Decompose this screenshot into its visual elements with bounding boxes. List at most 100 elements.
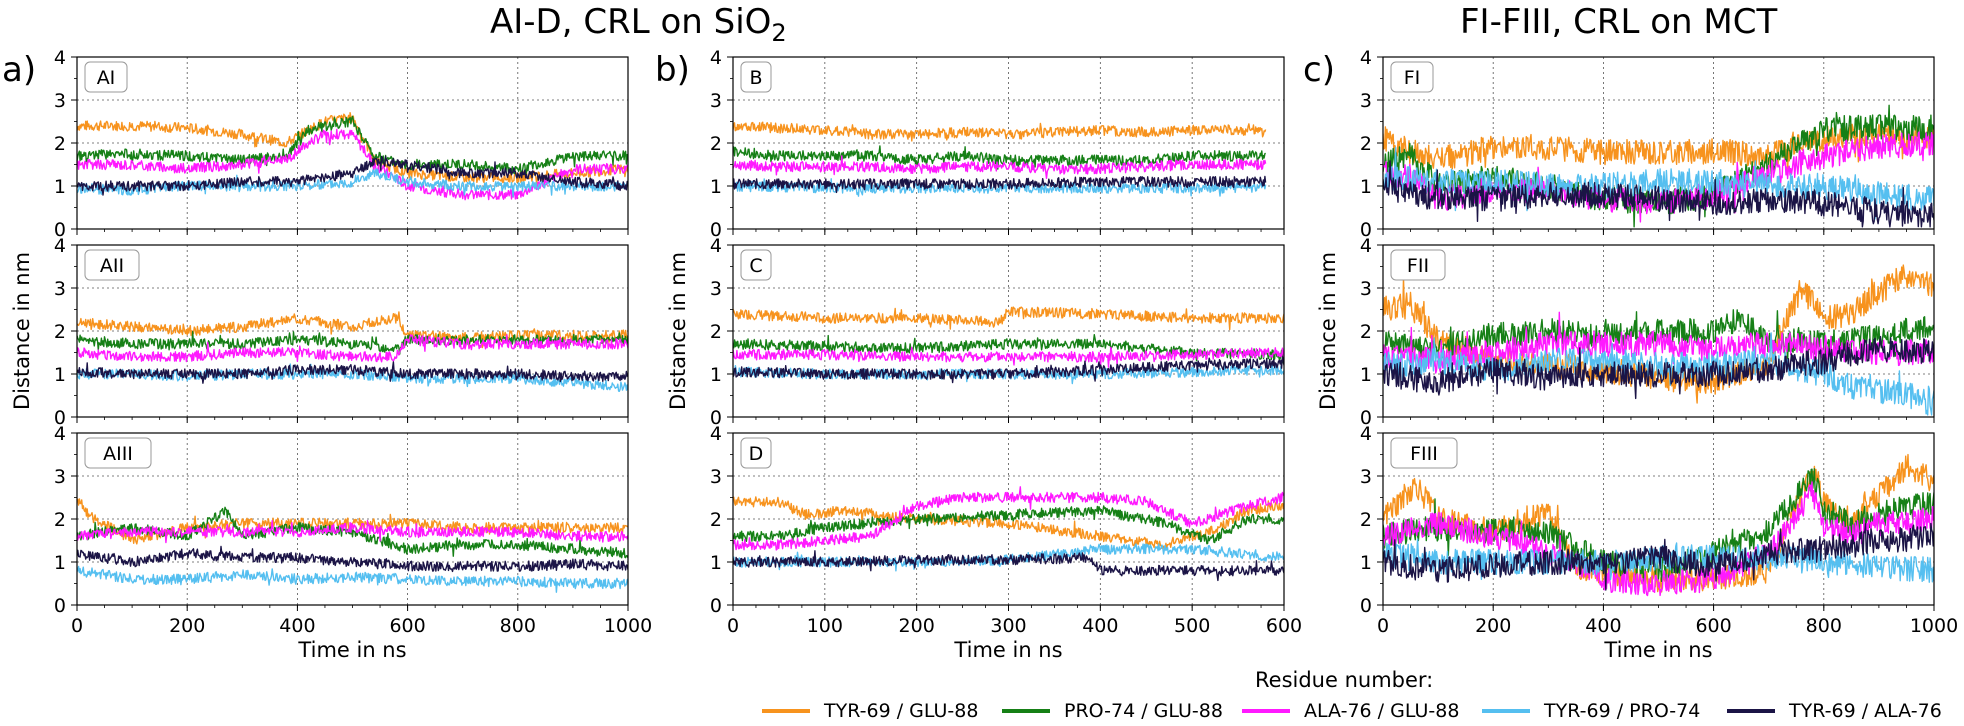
x-tick-label: 1000 — [1910, 615, 1958, 637]
x-tick-label: 0 — [727, 615, 739, 637]
x-tick-label: 800 — [1806, 615, 1842, 637]
y-axis-label: Distance in nm — [10, 252, 34, 410]
legend-label: PRO-74 / GLU-88 — [1064, 700, 1223, 722]
y-tick-label: 0 — [710, 407, 722, 429]
series-group — [733, 486, 1284, 582]
x-tick-label: 100 — [807, 615, 843, 637]
panel-letter-a: a) — [2, 50, 37, 90]
panel-tag-box — [1390, 437, 1458, 469]
y-tick-label: 0 — [1360, 219, 1372, 241]
title-left-main: AI-D, CRL on SiO — [490, 2, 772, 42]
panel-tag-label: FIII — [1410, 443, 1438, 465]
title-left-subscript: 2 — [771, 18, 787, 47]
panel-tag-box — [740, 437, 772, 469]
y-tick-label: 4 — [710, 47, 722, 69]
y-tick-label: 0 — [54, 407, 66, 429]
x-tick-label: 400 — [1082, 615, 1118, 637]
series-line-tyr-69-glu-88 — [733, 121, 1267, 142]
legend: Residue number: TYR-69 / GLU-88 PRO-74 /… — [0, 668, 1964, 726]
y-tick-label: 0 — [1360, 595, 1372, 617]
y-tick-label: 3 — [54, 466, 66, 488]
x-tick-label: 200 — [169, 615, 205, 637]
y-tick-label: 3 — [710, 90, 722, 112]
panel-tag-label: C — [749, 255, 762, 277]
y-tick-label: 3 — [710, 466, 722, 488]
x-tick-label: 600 — [1695, 615, 1731, 637]
x-tick-label: 500 — [1174, 615, 1210, 637]
legend-item-tyr69-glu88: TYR-69 / GLU-88 — [762, 700, 978, 722]
panel-c: 0 1 2 3 4 Distance in nm C — [666, 235, 1285, 429]
legend-label: TYR-69 / GLU-88 — [824, 700, 979, 722]
y-tick-label: 4 — [710, 235, 722, 257]
series-line-tyr-69-pro-74 — [733, 543, 1284, 572]
y-tick-label: 0 — [54, 595, 66, 617]
y-tick-label: 3 — [1360, 466, 1372, 488]
x-tick-label: 1000 — [604, 615, 652, 637]
series-line-tyr-69-glu-88 — [1383, 122, 1934, 177]
series-line-ala-76-glu-88 — [733, 155, 1267, 179]
y-tick-label: 4 — [54, 235, 66, 257]
x-axis-label: Time in ns — [953, 638, 1062, 662]
panel-aiii: 0 1 2 3 4 0 200 400 600 800 1000 Time in ns AIII — [54, 423, 652, 662]
y-tick-label: 1 — [710, 364, 722, 386]
series-line-tyr-69-ala-76 — [733, 175, 1267, 194]
panel-aii: 0 1 2 3 4 Distance in nm AII — [10, 235, 629, 429]
y-tick-label: 2 — [54, 321, 66, 343]
y-tick-label: 0 — [1360, 407, 1372, 429]
y-tick-label: 3 — [54, 278, 66, 300]
y-tick-label: 2 — [710, 321, 722, 343]
x-tick-label: 600 — [1266, 615, 1302, 637]
series-line-ala-76-glu-88 — [1383, 311, 1934, 374]
series-line-ala-76-glu-88 — [733, 486, 1284, 551]
x-tick-label: 600 — [389, 615, 425, 637]
y-tick-label: 1 — [1360, 364, 1372, 386]
y-tick-label: 1 — [1360, 176, 1372, 198]
y-tick-label: 0 — [710, 219, 722, 241]
series-line-pro-74-glu-88 — [77, 115, 628, 177]
series-line-tyr-69-glu-88 — [733, 496, 1284, 550]
y-tick-label: 3 — [54, 90, 66, 112]
series-group — [1383, 453, 1934, 597]
panel-tag-box — [84, 61, 128, 93]
y-tick-label: 0 — [54, 219, 66, 241]
panel-fi: 0 1 2 3 4 FI — [1360, 47, 1935, 241]
legend-item-tyr69-pro74: TYR-69 / PRO-74 — [1482, 700, 1700, 722]
legend-title: Residue number: — [1255, 668, 1434, 692]
series-line-tyr-69-glu-88 — [733, 306, 1284, 331]
y-tick-label: 2 — [1360, 133, 1372, 155]
legend-swatch — [1482, 709, 1530, 713]
panel-tag-box — [1390, 61, 1434, 93]
panel-tag-box — [84, 437, 152, 469]
panel-fiii: 0 1 2 3 4 0 200 400 600 800 1000 Time in ns FIII — [1360, 423, 1958, 662]
x-axis-label: Time in ns — [297, 638, 406, 662]
series-line-pro-74-glu-88 — [733, 145, 1267, 171]
x-tick-label: 200 — [899, 615, 935, 637]
y-tick-label: 3 — [1360, 90, 1372, 112]
y-tick-label: 2 — [54, 133, 66, 155]
x-tick-label: 400 — [279, 615, 315, 637]
series-line-tyr-69-ala-76 — [77, 361, 628, 384]
y-tick-label: 2 — [54, 509, 66, 531]
series-line-pro-74-glu-88 — [733, 334, 1284, 364]
series-group — [77, 498, 628, 593]
series-line-tyr-69-ala-76 — [77, 545, 628, 573]
panel-tag-label: AII — [100, 255, 124, 277]
x-tick-label: 0 — [71, 615, 83, 637]
y-tick-label: 4 — [1360, 47, 1372, 69]
panel-tag-box — [740, 61, 772, 93]
panel-tag-box — [1390, 249, 1446, 281]
legend-swatch — [762, 709, 810, 713]
legend-item-ala76-glu88: ALA-76 / GLU-88 — [1242, 700, 1459, 722]
y-axis-label: Distance in nm — [1316, 252, 1340, 410]
series-line-tyr-69-ala-76 — [733, 550, 1284, 582]
panel-tag-box — [740, 249, 772, 281]
legend-item-tyr69-ala76: TYR-69 / ALA-76 — [1727, 700, 1942, 722]
series-line-pro-74-glu-88 — [733, 505, 1284, 545]
panel-letter-c: c) — [1303, 50, 1335, 90]
series-group — [1383, 264, 1934, 416]
series-line-ala-76-glu-88 — [77, 334, 628, 363]
title-right: FI-FIII, CRL on MCT — [1460, 2, 1778, 42]
y-tick-label: 1 — [1360, 552, 1372, 574]
panel-tag-label: AIII — [103, 443, 133, 465]
